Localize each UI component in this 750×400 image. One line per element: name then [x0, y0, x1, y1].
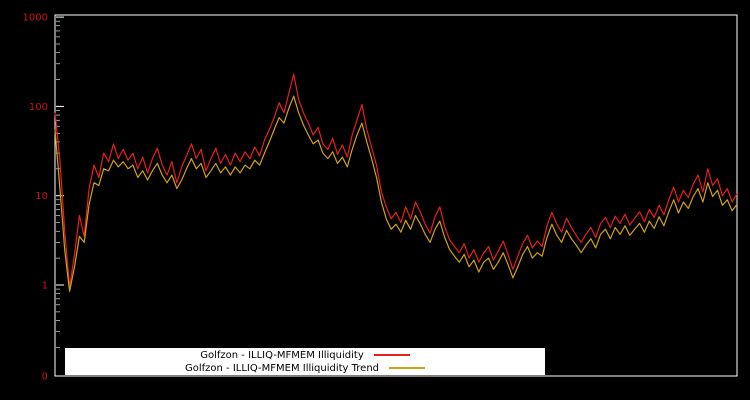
series-line-1	[54, 95, 738, 292]
legend-label-illiquidity: Golfzon - ILLIQ-MFMEM Illiquidity	[200, 349, 364, 361]
y-tick-label: 10	[35, 191, 48, 202]
y-tick-label: 1000	[23, 13, 48, 24]
series-line-0	[54, 73, 738, 288]
chart-legend: Golfzon - ILLIQ-MFMEM Illiquidity Golfzo…	[65, 348, 545, 375]
y-tick-label: 100	[29, 102, 48, 113]
y-tick-label: 1	[42, 281, 48, 292]
y-tick-label: 0	[42, 372, 48, 383]
legend-line-sample	[389, 367, 426, 369]
plot-border	[54, 14, 738, 377]
legend-row-trend: Golfzon - ILLIQ-MFMEM Illiquidity Trend	[65, 362, 545, 375]
legend-row-illiquidity: Golfzon - ILLIQ-MFMEM Illiquidity	[65, 349, 545, 362]
legend-line-sample	[373, 354, 410, 356]
legend-label-trend: Golfzon - ILLIQ-MFMEM Illiquidity Trend	[184, 362, 380, 374]
